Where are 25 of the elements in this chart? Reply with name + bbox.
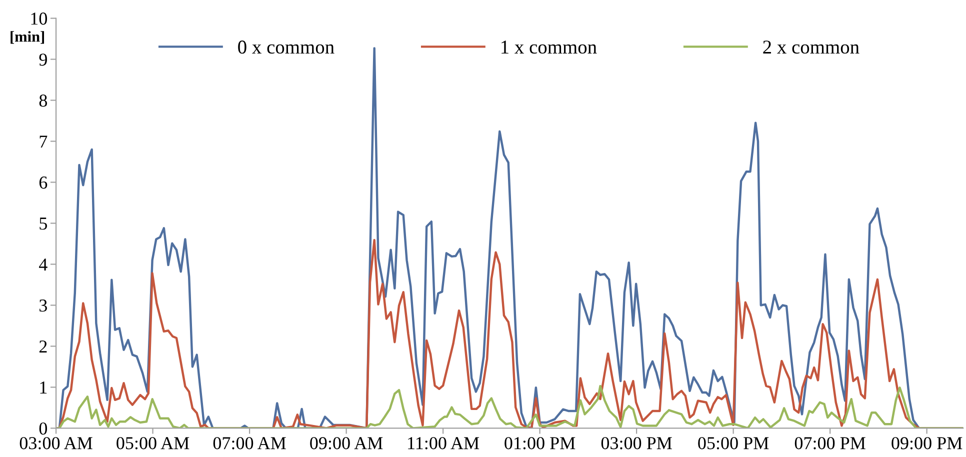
y-tick-label: 1 <box>40 382 47 394</box>
x-tick-label: 03:00 AM <box>20 437 92 450</box>
y-tick-label: 6 <box>39 176 48 189</box>
x-tick-label: 07:00 PM <box>794 437 866 450</box>
x-tick-label: 09:00 AM <box>310 437 383 450</box>
y-tick-label: 5 <box>40 218 47 230</box>
x-tick-label: 05:00 PM <box>698 437 769 450</box>
x-tick-label: 05:00 AM <box>116 437 190 450</box>
x-tick-label: 03:00 PM <box>601 437 672 450</box>
y-tick-label: 8 <box>39 94 48 107</box>
y-tick-label: 7 <box>40 136 48 148</box>
y-tick-label: 2 <box>39 340 47 352</box>
y-tick-label: 4 <box>39 258 48 270</box>
x-tick-label: 09:00 PM <box>892 437 962 450</box>
y-tick-label: 3 <box>40 300 47 312</box>
legend-label: 2 x common <box>763 40 860 54</box>
legend-label: 0 x common <box>238 40 334 54</box>
x-tick-label: 01:00 PM <box>504 437 576 450</box>
y-tick-label: 9 <box>39 54 47 66</box>
legend-label: 1 x common <box>502 40 597 54</box>
y-tick-label: 10 <box>31 12 48 25</box>
x-tick-label: 07:00 AM <box>213 437 286 450</box>
x-tick-label: 11:00 AM <box>408 437 480 450</box>
y-axis-title: [min] <box>10 31 44 44</box>
y-tick-label: 0 <box>39 422 48 435</box>
